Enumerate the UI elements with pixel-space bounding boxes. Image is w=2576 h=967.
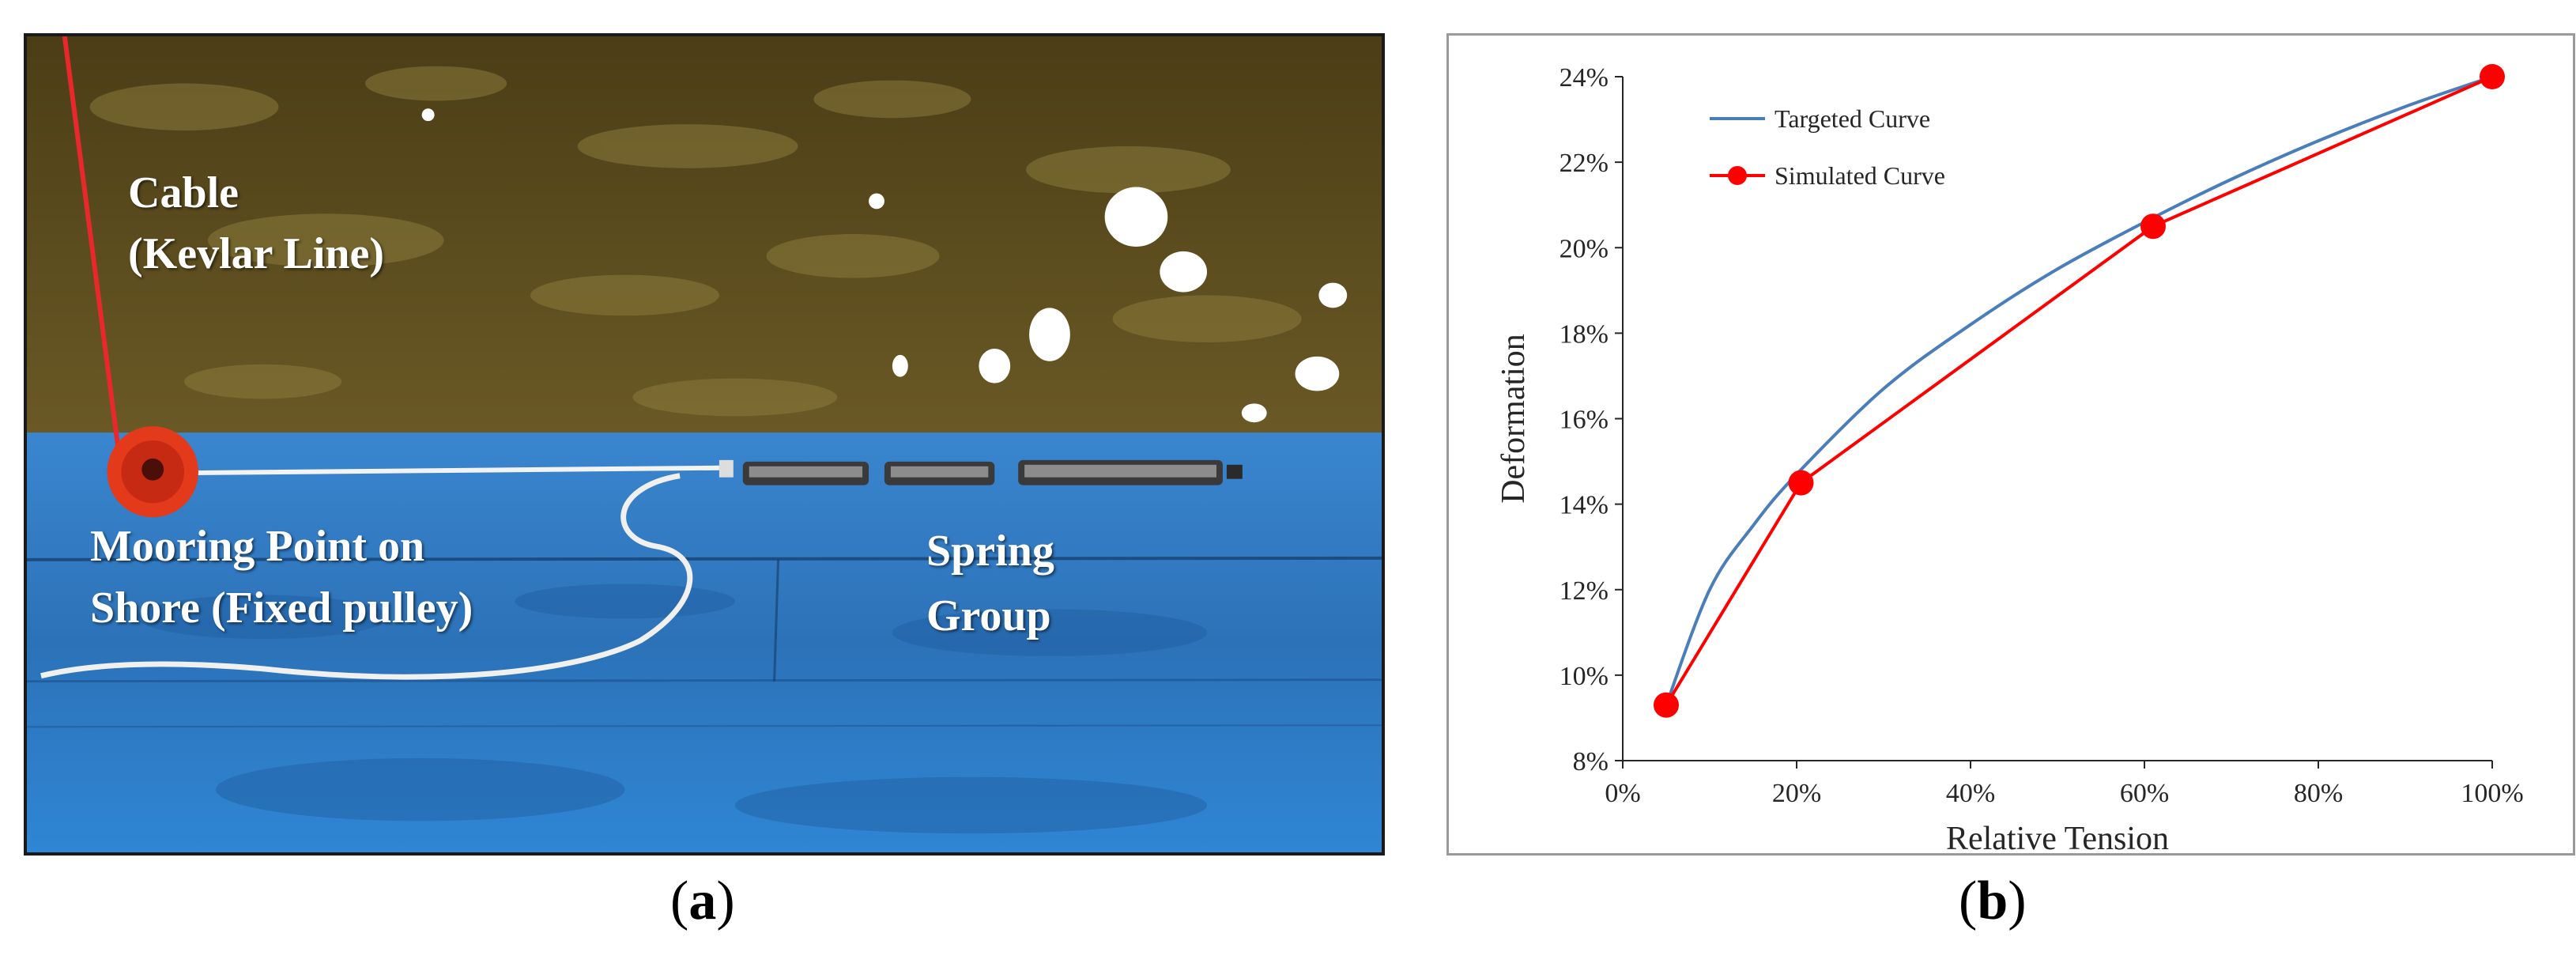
legend: Targeted Curve Simulated Curve — [1710, 104, 1945, 190]
data-point-simulated — [2480, 64, 2505, 89]
y-tick-label: 12% — [1560, 576, 1609, 606]
y-tick-label: 20% — [1560, 234, 1609, 263]
x-tick-label: 0% — [1605, 779, 1640, 808]
caption-b: (b) — [1959, 870, 2027, 933]
y-tick-label: 10% — [1560, 662, 1609, 691]
x-axis-title: Relative Tension — [1946, 821, 2169, 853]
photo-scene — [27, 36, 1382, 852]
x-tick-label: 60% — [2120, 779, 2169, 808]
y-tick-label: 24% — [1560, 63, 1609, 93]
data-point-simulated — [1654, 692, 1679, 718]
spring-label-line2: Group — [926, 591, 1051, 640]
cable-label-line2: (Kevlar Line) — [128, 229, 385, 278]
x-axis-ticks: 0% 20% 40% 60% 80% 100% — [1605, 761, 2524, 808]
y-tick-label: 16% — [1560, 406, 1609, 435]
caption-b-open: ( — [1959, 871, 1978, 931]
y-tick-label: 14% — [1560, 491, 1609, 520]
y-tick-label: 8% — [1573, 747, 1609, 776]
legend-marker-simulated — [1728, 166, 1747, 185]
caption-b-letter: b — [1977, 871, 2008, 931]
y-axis-title: Deformation — [1495, 334, 1532, 504]
x-tick-label: 40% — [1946, 779, 1995, 808]
water-ripples — [89, 66, 1302, 417]
mooring-label-line1: Mooring Point on — [90, 522, 425, 571]
cable-line — [62, 36, 123, 461]
y-axis-ticks: 8% 10% 12% 14% 16% 18% 20% 22% 24% — [1560, 63, 1623, 776]
pool-edge-texture — [137, 584, 1208, 834]
caption-b-close: ) — [2008, 871, 2027, 931]
tether-line — [137, 465, 719, 476]
chart-svg: 8% 10% 12% 14% 16% 18% 20% 22% 24% 0% 20% 40% 60% 80… — [1495, 63, 2524, 853]
y-tick-label: 18% — [1560, 319, 1609, 349]
series-line-simulated — [1665, 75, 2493, 706]
data-point-simulated — [1788, 470, 1814, 496]
spring-group — [718, 459, 1243, 485]
caption-a: (a) — [670, 870, 735, 933]
spring-label-line1: Spring — [926, 527, 1054, 576]
x-tick-label: 80% — [2294, 779, 2343, 808]
x-tick-label: 20% — [1772, 779, 1821, 808]
legend-label-simulated: Simulated Curve — [1775, 161, 1945, 190]
legend-label-targeted: Targeted Curve — [1775, 104, 1930, 133]
caption-a-letter: a — [688, 871, 717, 931]
sensor-wire — [40, 473, 693, 680]
water-sparkles — [421, 108, 1348, 423]
x-tick-label: 100% — [2461, 779, 2523, 808]
pool-edge — [27, 433, 1382, 852]
data-point-simulated — [2140, 213, 2166, 240]
caption-a-open: ( — [670, 871, 689, 931]
caption-a-close: ) — [716, 871, 735, 931]
photo-panel: Cable (Kevlar Line) Mooring Point on Sho… — [24, 33, 1385, 856]
cable-label-line1: Cable — [128, 168, 239, 217]
series-layer — [1654, 64, 2505, 718]
series-line-targeted — [1665, 75, 2493, 706]
chart-panel: 8% 10% 12% 14% 16% 18% 20% 22% 24% 0% 20% 40% 60% 80… — [1446, 33, 2575, 856]
y-tick-label: 22% — [1560, 149, 1609, 178]
mooring-label-line2: Shore (Fixed pulley) — [90, 584, 473, 633]
